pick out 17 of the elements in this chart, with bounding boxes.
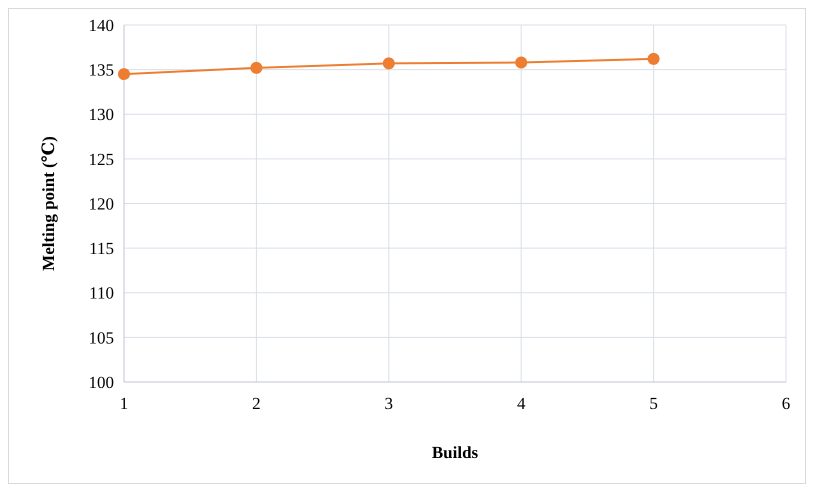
y-tick-label: 120 — [88, 194, 114, 214]
y-tick-label: 130 — [88, 105, 114, 124]
x-tick-label: 3 — [384, 394, 394, 413]
x-tick-label: 4 — [516, 394, 526, 413]
y-tick-label: 125 — [88, 150, 114, 169]
x-tick-label: 6 — [782, 394, 790, 413]
y-axis-title: Melting point (℃) — [39, 136, 58, 271]
x-tick-label: 1 — [120, 394, 128, 413]
x-tick-label: 5 — [649, 394, 658, 413]
y-tick-label: 140 — [88, 16, 114, 35]
y-tick-label: 115 — [89, 239, 114, 258]
y-tick-label: 100 — [88, 372, 114, 392]
x-axis-title: Builds — [432, 443, 479, 462]
x-tick-label: 2 — [252, 394, 261, 413]
y-tick-label: 105 — [88, 328, 114, 348]
y-tick-label: 110 — [89, 284, 114, 303]
y-tick-label: 135 — [88, 60, 114, 80]
